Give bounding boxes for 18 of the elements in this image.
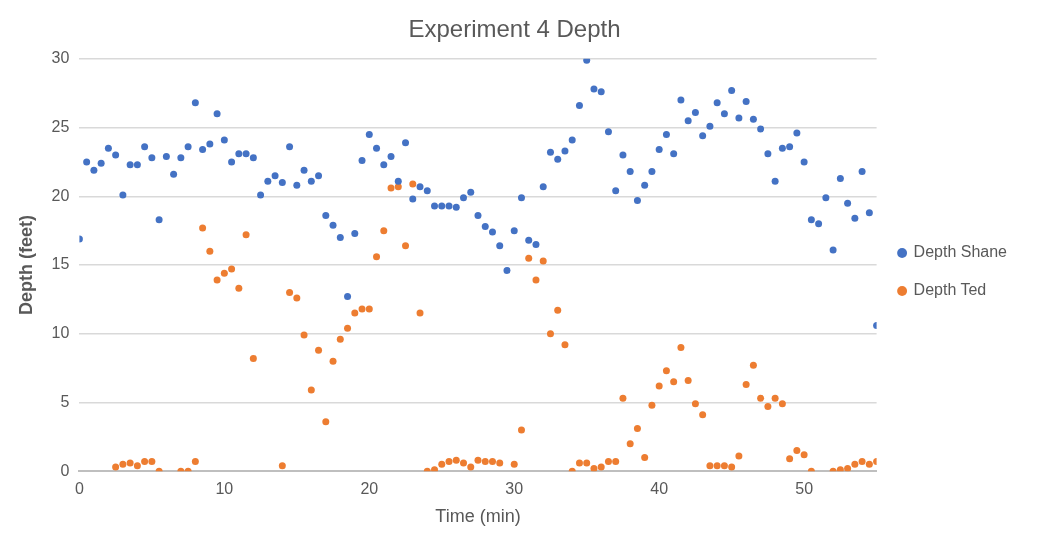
x-tick-label: 10 bbox=[215, 480, 234, 498]
legend-label: Depth Shane bbox=[913, 243, 1008, 261]
chart-title: Experiment 4 Depth bbox=[408, 15, 621, 43]
x-tick-label: 40 bbox=[650, 480, 669, 498]
x-tick-label: 50 bbox=[795, 480, 814, 498]
y-tick-label: 20 bbox=[51, 186, 70, 204]
y-tick-label: 5 bbox=[60, 392, 70, 410]
y-tick-label: 15 bbox=[51, 255, 70, 273]
x-tick-label: 20 bbox=[360, 480, 379, 498]
x-tick-label: 0 bbox=[74, 480, 84, 498]
legend-label: Depth Ted bbox=[913, 281, 987, 299]
y-axis-title: Depth (feet) bbox=[15, 215, 36, 315]
x-tick-label: 30 bbox=[505, 480, 524, 498]
y-tick-label: 10 bbox=[51, 324, 70, 342]
y-tick-label: 0 bbox=[60, 461, 70, 479]
y-tick-label: 25 bbox=[51, 117, 70, 135]
x-axis-title: Time (min) bbox=[435, 506, 521, 527]
y-tick-label: 30 bbox=[51, 49, 70, 67]
